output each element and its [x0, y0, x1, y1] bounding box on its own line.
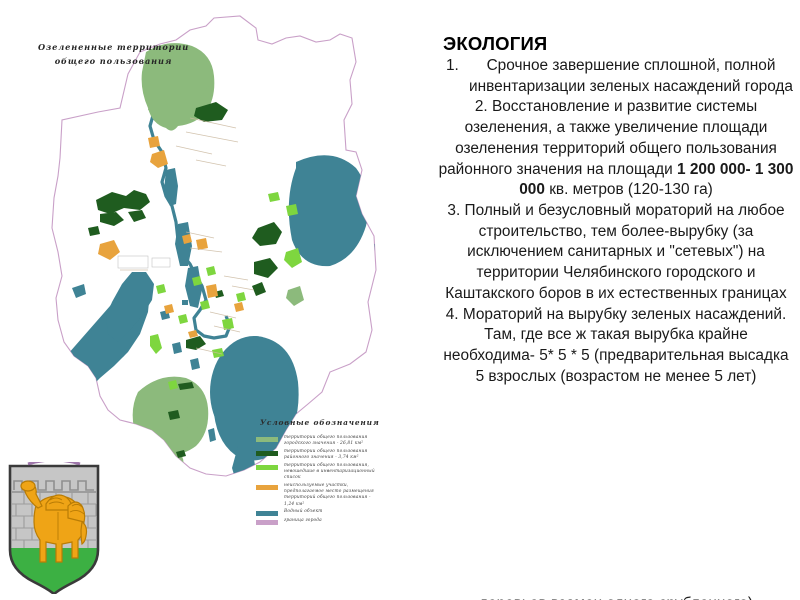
- water-bodies: [52, 97, 376, 476]
- legend-swatch-unused-plots: [256, 485, 278, 491]
- shield-field: [10, 466, 98, 594]
- legend-label-unused-plots: неиспользуемые участки, предполагаемое м…: [284, 483, 374, 507]
- legend-item-district-level: территории общего пользования районного …: [256, 449, 428, 461]
- list-item-number: 1.: [446, 57, 459, 74]
- map-legend: Условные обозначения территории общего п…: [256, 418, 428, 526]
- city-boundary: [51, 15, 377, 477]
- list-item: 3. Полный и безусловный мораторий на люб…: [445, 202, 787, 302]
- green-areas-district-level: [88, 102, 282, 458]
- ribbon-top: [27, 462, 81, 466]
- map-panel: Озелененные территории общего пользовани…: [8, 15, 428, 594]
- content-panel: ЭКОЛОГИЯ 1. Срочное завершение сплошной,…: [430, 0, 800, 600]
- list-item-clipped: деревьев взамен одного срубленного): [438, 594, 794, 600]
- eco-measures-list: 1. Срочное завершение сплошной, полной и…: [438, 56, 794, 388]
- legend-swatch-city-level: [256, 437, 278, 442]
- legend-swatch-water: [256, 511, 278, 517]
- list-item-area-value: 1 200 000- 1 300 000: [519, 160, 794, 199]
- linear-green-features: [120, 117, 255, 355]
- page-title: ЭКОЛОГИЯ: [443, 33, 548, 54]
- legend-title: Условные обозначения: [260, 418, 380, 427]
- list-item: 2. Восстановление и развитие системы озе…: [438, 97, 794, 201]
- map-title: Озелененные территории общего пользовани…: [37, 42, 190, 67]
- unused-plots: [98, 136, 244, 338]
- green-areas-uninventoried: [150, 192, 302, 390]
- legend-item-uninventoried: территории общего пользования, невошедши…: [256, 463, 428, 482]
- legend-label-city-level: территории общего пользования городского…: [284, 435, 368, 447]
- legend-label-city-boundary: граница города: [284, 517, 322, 523]
- legend-label-water: Водный объект: [284, 509, 323, 515]
- coat-of-arms-chelyabinsk: [8, 462, 100, 594]
- list-item-text-part-a: 2. Восстановление и развитие системы озе…: [438, 98, 777, 178]
- list-item-text: Срочное завершение сплошной, полной инве…: [469, 57, 793, 95]
- legend-swatch-uninventoried: [256, 464, 278, 470]
- legend-item-city-boundary: граница города: [256, 518, 428, 525]
- list-item: 4. Мораторий на вырубку зеленых насажден…: [443, 305, 789, 385]
- shield-outline: [8, 464, 100, 594]
- legend-swatch-city-boundary: [256, 519, 278, 525]
- list-item-text-part-b: кв. метров (120-130 га): [544, 181, 713, 199]
- legend-label-uninventoried: территории общего пользования, невошедши…: [284, 462, 375, 481]
- legend-label-district-level: территории общего пользования районного …: [284, 448, 368, 461]
- urban-blocks: [117, 255, 171, 269]
- legend-swatch-district-level: [256, 450, 278, 456]
- list-item: 1. Срочное завершение сплошной, полной и…: [438, 56, 794, 97]
- camel-detail-lines: [48, 497, 85, 540]
- legend-item-unused-plots: неиспользуемые участки, предполагаемое м…: [256, 483, 428, 508]
- legend-item-water: Водный объект: [256, 509, 428, 517]
- legend-item-city-level: территории общего пользования городского…: [256, 435, 428, 447]
